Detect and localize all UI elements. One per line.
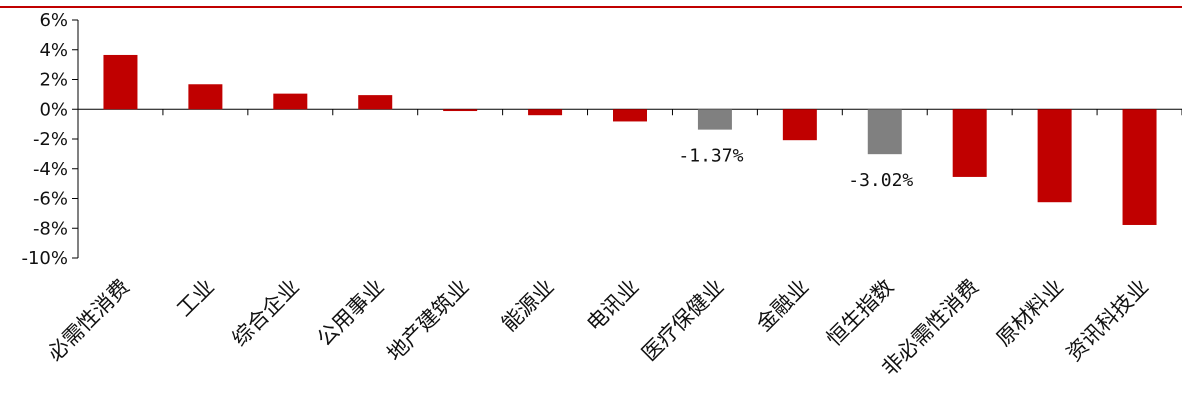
y-tick-label: -8% bbox=[33, 218, 68, 239]
y-tick-label: -4% bbox=[33, 159, 68, 180]
x-category-label: 工业 bbox=[172, 275, 219, 322]
bar-10 bbox=[952, 109, 987, 177]
x-category-label: 原材料业 bbox=[992, 275, 1068, 351]
bars bbox=[103, 54, 1157, 225]
bar-11 bbox=[1037, 109, 1072, 203]
bar-7 bbox=[697, 109, 732, 130]
x-category-label: 医疗保健业 bbox=[637, 275, 728, 366]
x-category-label: 恒生指数 bbox=[822, 275, 898, 351]
bar-4 bbox=[443, 109, 478, 112]
y-tick-label: 0% bbox=[39, 99, 68, 120]
x-category-label: 必需性消费 bbox=[43, 275, 134, 366]
x-category-label: 金融业 bbox=[752, 275, 814, 337]
bar-6 bbox=[613, 109, 647, 122]
x-category-label: 综合企业 bbox=[227, 275, 303, 351]
data-label-9: -3.02% bbox=[848, 170, 913, 191]
bar-9 bbox=[867, 109, 902, 155]
bar-8 bbox=[782, 109, 817, 141]
y-tick-label: 4% bbox=[39, 40, 68, 61]
bar-1 bbox=[188, 84, 223, 110]
bar-12 bbox=[1122, 109, 1157, 225]
data-label-7: -1.37% bbox=[678, 146, 743, 167]
y-axis: 6% 4% 2% 0% -2% -4% -6% -8% -10% bbox=[21, 10, 79, 269]
bar-5 bbox=[528, 109, 563, 116]
x-category-label: 地产建筑业 bbox=[382, 275, 473, 366]
x-category-label: 资讯科技业 bbox=[1062, 275, 1153, 366]
y-tick-label: -6% bbox=[33, 189, 68, 210]
y-tick-label: -2% bbox=[33, 129, 68, 150]
bar-3 bbox=[358, 95, 393, 110]
y-tick-label: 2% bbox=[39, 70, 68, 91]
y-tick-label: 6% bbox=[39, 10, 68, 31]
bar-0 bbox=[103, 54, 138, 110]
x-category-label: 公用事业 bbox=[312, 275, 388, 351]
y-tick-label: -10% bbox=[21, 248, 68, 269]
x-category-label: 电讯业 bbox=[582, 275, 644, 337]
bar-2 bbox=[273, 93, 308, 110]
x-category-label: 能源业 bbox=[497, 275, 559, 337]
data-labels: -1.37% -3.02% bbox=[678, 146, 913, 192]
